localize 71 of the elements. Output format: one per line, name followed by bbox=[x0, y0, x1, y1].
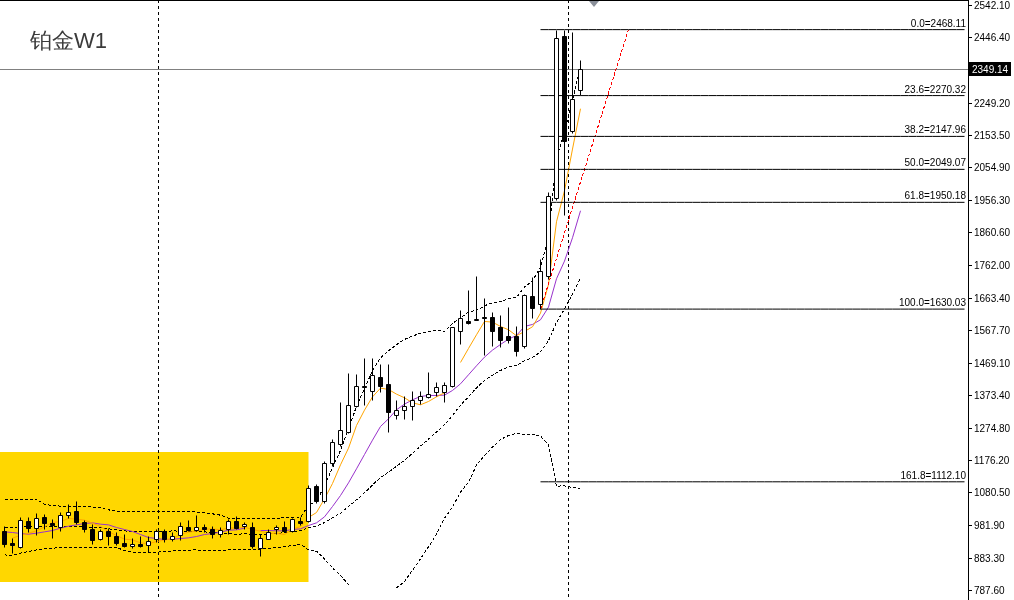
candlestick bbox=[338, 402, 343, 447]
line-series bbox=[540, 29, 629, 310]
candlestick bbox=[482, 298, 487, 356]
y-tick-label: 883.30 bbox=[974, 553, 1006, 564]
y-tick-label: 1567.70 bbox=[974, 325, 1011, 336]
candlestick bbox=[58, 512, 63, 532]
y-tick-label: 1860.60 bbox=[974, 227, 1011, 238]
candlestick bbox=[146, 536, 151, 553]
y-tick-label: 2249.20 bbox=[974, 98, 1011, 109]
candlestick bbox=[442, 382, 447, 403]
candlestick bbox=[194, 515, 199, 532]
candlestick bbox=[42, 514, 47, 530]
series-label: 0.0=2468.11 bbox=[910, 17, 967, 29]
candlestick bbox=[10, 538, 15, 554]
candlestick bbox=[314, 484, 319, 504]
y-tick-label: 1373.40 bbox=[974, 390, 1011, 401]
candlestick bbox=[402, 396, 407, 420]
legend-label: 38.2=2147.96 bbox=[904, 124, 967, 136]
candlestick bbox=[362, 358, 367, 406]
candlestick bbox=[122, 534, 127, 548]
y-tick-label: 787.60 bbox=[974, 585, 1006, 596]
y-tick-label: 981.90 bbox=[974, 520, 1006, 531]
y-tick-label: 1176.20 bbox=[974, 455, 1010, 466]
candlestick bbox=[410, 391, 415, 421]
candlestick bbox=[426, 372, 431, 399]
y-tick-label: 2542.10 bbox=[974, 0, 1011, 11]
candlestick bbox=[298, 517, 303, 526]
legend-label: 50.0=2049.07 bbox=[904, 157, 967, 169]
candlestick bbox=[498, 315, 503, 348]
candlestick bbox=[138, 536, 143, 548]
candlestick bbox=[434, 382, 439, 397]
y-tick-label: 1956.30 bbox=[974, 195, 1011, 206]
candlestick bbox=[354, 374, 359, 408]
candlestick bbox=[418, 391, 423, 405]
candlestick bbox=[170, 532, 175, 542]
y-tick-label: 1762.00 bbox=[974, 260, 1011, 271]
legend-label: 61.8=1950.18 bbox=[904, 190, 967, 202]
y-tick-label: 1080.50 bbox=[974, 487, 1011, 498]
candlestick bbox=[242, 522, 247, 530]
candlestick bbox=[530, 277, 535, 319]
candlestick bbox=[474, 276, 479, 321]
candlestick bbox=[450, 327, 455, 388]
candlestick bbox=[114, 532, 119, 546]
candlestick bbox=[466, 290, 471, 325]
legend-label: 100.0=1630.03 bbox=[898, 297, 967, 309]
candlestick bbox=[322, 461, 327, 504]
candlestick bbox=[130, 538, 135, 549]
y-tick-label: 1469.10 bbox=[974, 358, 1011, 369]
candlestick bbox=[330, 439, 335, 467]
text: 铂金W1 bbox=[29, 28, 107, 53]
y-tick-label: 2153.50 bbox=[974, 130, 1011, 141]
candlestick bbox=[98, 529, 103, 541]
candlestick bbox=[386, 364, 391, 433]
ref-line-label: 2349.14 bbox=[972, 64, 1009, 75]
y-tick-label: 2054.90 bbox=[974, 162, 1011, 173]
candlestick bbox=[370, 358, 375, 401]
series-label: 161.8=1112.10 bbox=[900, 469, 967, 481]
candlestick bbox=[186, 520, 191, 532]
candlestick bbox=[506, 307, 511, 344]
series-label: 23.6=2270.32 bbox=[904, 83, 967, 95]
candlestick bbox=[394, 400, 399, 420]
y-tick-label: 1663.40 bbox=[974, 293, 1011, 304]
candlestick bbox=[378, 364, 383, 393]
candlestick bbox=[346, 373, 351, 434]
candlestick bbox=[458, 310, 463, 345]
candlestick bbox=[514, 326, 519, 357]
candlestick bbox=[490, 312, 495, 347]
candlestick bbox=[274, 525, 279, 535]
y-tick-label: 1274.80 bbox=[974, 423, 1011, 434]
candlestick bbox=[522, 294, 527, 349]
y-tick-label: 2446.40 bbox=[974, 32, 1011, 43]
